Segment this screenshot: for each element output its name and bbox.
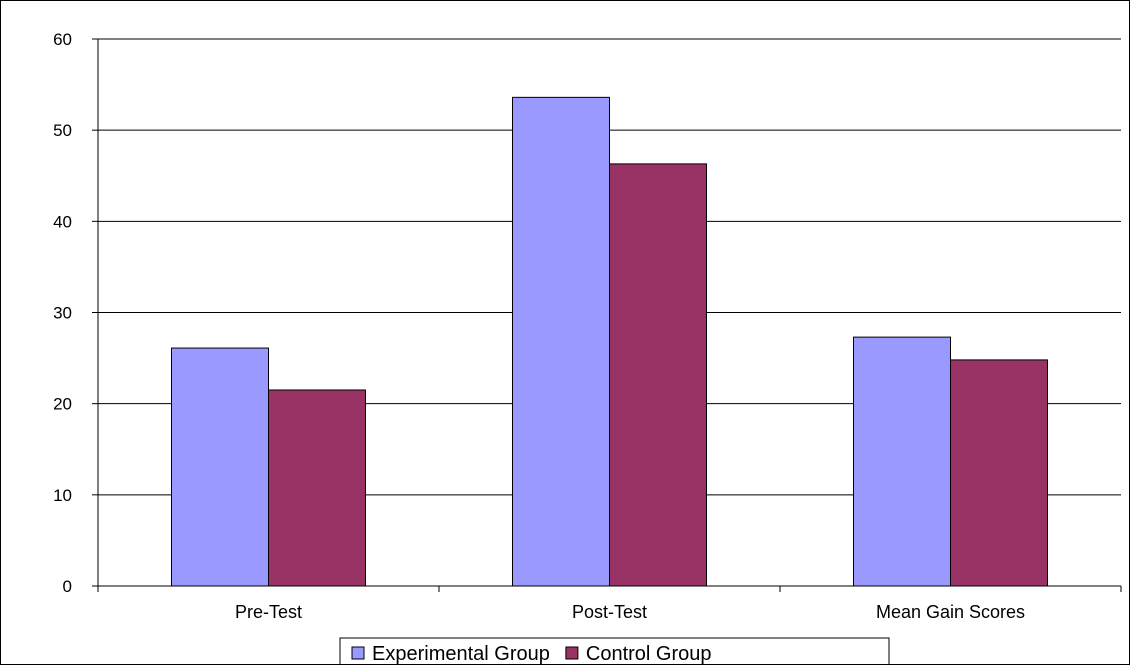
y-tick-label: 30 [53, 304, 72, 323]
x-tick-label: Post-Test [572, 602, 647, 622]
axes [92, 38, 1122, 592]
bar-experimental-1 [171, 347, 269, 587]
legend-label-control: Control Group [586, 643, 712, 664]
bar-control-1 [268, 389, 366, 587]
y-tick-label: 0 [63, 577, 72, 596]
y-tick-label: 60 [53, 30, 72, 49]
bars [171, 96, 1048, 587]
x-tick-label: Mean Gain Scores [876, 602, 1025, 622]
bar-control-3 [950, 359, 1048, 587]
bar-experimental-3 [853, 336, 951, 587]
legend-label-experimental: Experimental Group [372, 643, 550, 664]
tick-labels: 0 10 20 30 40 50 60 Pre-Test Post-Test Mean Gain … [53, 30, 1025, 622]
legend-swatch-control [565, 646, 579, 660]
legend-box [339, 637, 890, 667]
x-tick-label: Pre-Test [235, 602, 302, 622]
bar-experimental-2 [512, 96, 610, 587]
y-tick-label: 40 [53, 212, 72, 231]
y-tick-label: 20 [53, 395, 72, 414]
bar-control-2 [609, 163, 707, 587]
legend-swatch-experimental [351, 646, 365, 660]
y-tick-label: 50 [53, 121, 72, 140]
legend: Experimental Group Control Group [339, 637, 890, 667]
y-tick-label: 10 [53, 486, 72, 505]
